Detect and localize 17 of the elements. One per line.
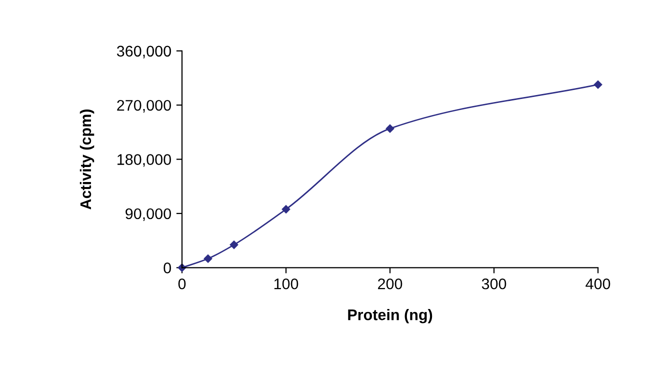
point — [204, 254, 212, 263]
y-axis-title: Activity (cpm) — [80, 110, 94, 210]
y-tick-label: 360,000 — [116, 46, 171, 58]
point — [386, 124, 394, 133]
y-tick-label: 0 — [164, 262, 171, 274]
x-tick-label: 300 — [482, 278, 506, 290]
y-tick-label: 270,000 — [117, 100, 171, 113]
x-tick-label: 400 — [586, 278, 610, 290]
x-tick-label: 200 — [378, 278, 402, 290]
y-tick-label: 180,000 — [118, 154, 171, 167]
point — [282, 205, 290, 214]
point — [594, 80, 602, 89]
y-tick-label: 90,000 — [126, 208, 171, 221]
point — [230, 240, 238, 249]
x-axis-title: Protein (ng) — [348, 308, 432, 324]
x-tick-label: 100 — [274, 278, 298, 290]
x-tick-label: 0 — [178, 278, 186, 290]
